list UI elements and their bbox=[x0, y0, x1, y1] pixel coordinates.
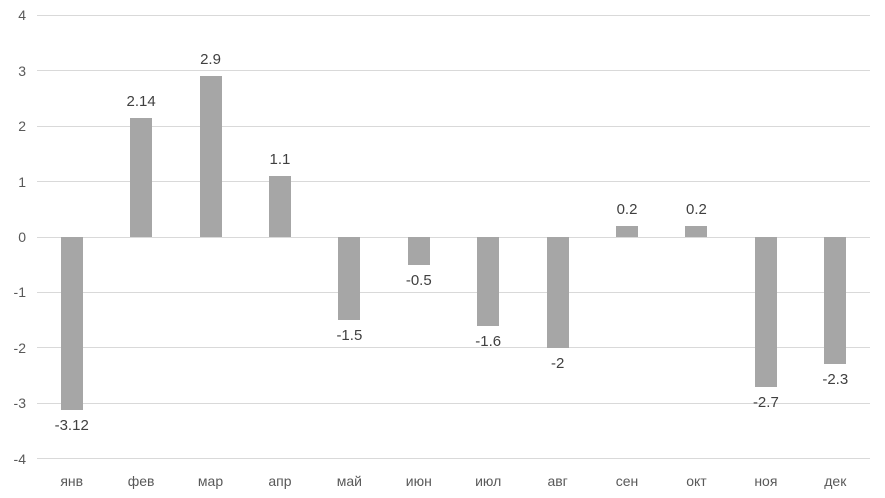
data-label: 0.2 bbox=[616, 200, 638, 218]
y-axis-tick-label: 2 bbox=[18, 118, 26, 135]
x-axis-category-label: ноя bbox=[754, 473, 778, 489]
data-label: -2.3 bbox=[822, 371, 849, 389]
bar-апр bbox=[268, 176, 291, 237]
x-axis-category-label: окт bbox=[686, 473, 707, 489]
y-axis-tick-label: -2 bbox=[13, 339, 26, 356]
data-label: -0.5 bbox=[405, 271, 432, 289]
x-axis-category-label: янв bbox=[60, 473, 84, 489]
gridline bbox=[37, 181, 870, 183]
x-axis-category-label: июл bbox=[475, 473, 502, 489]
gridline bbox=[37, 14, 870, 16]
bar-июн bbox=[407, 237, 430, 265]
gridline bbox=[37, 402, 870, 404]
x-axis-category-label: сен bbox=[615, 473, 639, 489]
y-axis-tick-label: -3 bbox=[13, 395, 26, 412]
bar-июл bbox=[477, 237, 500, 326]
zero-gridline bbox=[37, 236, 870, 238]
data-label: -1.5 bbox=[336, 327, 363, 345]
x-axis-category-label: апр bbox=[268, 473, 292, 489]
bar-авг bbox=[546, 237, 569, 348]
bar-май bbox=[338, 237, 361, 321]
bar-окт bbox=[685, 225, 708, 237]
data-label: 2.14 bbox=[126, 93, 156, 111]
bar-ноя bbox=[754, 237, 777, 387]
bar-дек bbox=[824, 237, 847, 365]
y-axis-tick-label: -1 bbox=[13, 284, 26, 301]
y-axis-tick-label: 3 bbox=[18, 62, 26, 79]
x-axis-category-label: мар bbox=[197, 473, 224, 489]
x-axis-category-label: авг bbox=[547, 473, 568, 489]
bar-сен bbox=[616, 225, 639, 237]
bar-мар bbox=[199, 76, 222, 237]
y-axis-tick-label: -4 bbox=[13, 450, 26, 467]
data-label: -3.12 bbox=[54, 416, 89, 434]
gridline bbox=[37, 347, 870, 349]
data-label: -2 bbox=[550, 354, 565, 372]
gridline bbox=[37, 458, 870, 460]
x-axis-category-label: фев bbox=[127, 473, 155, 489]
x-axis-category-label: дек bbox=[824, 473, 847, 489]
data-label: -1.6 bbox=[475, 332, 502, 350]
bar-янв bbox=[60, 237, 83, 410]
data-label: -2.7 bbox=[752, 393, 779, 411]
gridline bbox=[37, 70, 870, 72]
x-axis-category-label: июн bbox=[405, 473, 432, 489]
gridline bbox=[37, 125, 870, 127]
bar-фев bbox=[130, 118, 153, 237]
data-label: 2.9 bbox=[200, 51, 221, 69]
data-label: 0.2 bbox=[686, 200, 707, 218]
x-axis-category-label: май bbox=[336, 473, 362, 489]
y-axis-tick-label: 1 bbox=[18, 173, 26, 190]
gridline bbox=[37, 291, 870, 293]
y-axis-tick-label: 0 bbox=[18, 229, 26, 245]
y-axis-tick-label: 4 bbox=[18, 7, 26, 24]
data-label: 1.1 bbox=[269, 151, 291, 169]
